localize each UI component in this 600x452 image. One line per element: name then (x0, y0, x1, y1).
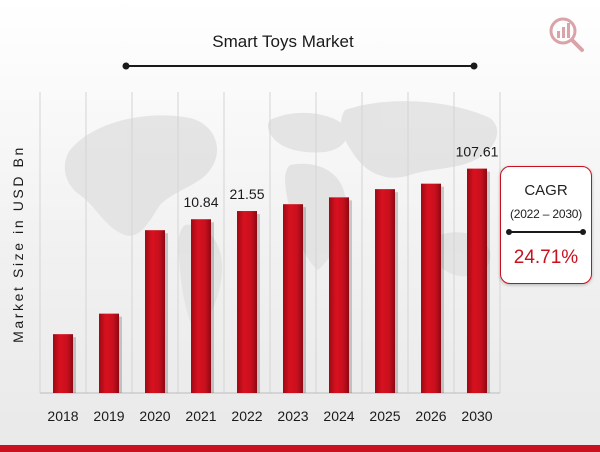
x-tick-label: 2020 (139, 408, 170, 424)
chart-title: Smart Toys Market (212, 32, 354, 51)
bar-2023 (283, 204, 303, 393)
data-label: 107.61 (456, 144, 499, 160)
chart-bars (53, 168, 490, 393)
x-tick-label: 2021 (185, 408, 216, 424)
world-map-watermark (64, 101, 498, 335)
footer-accent-bar (0, 445, 600, 452)
cagr-divider (506, 229, 586, 235)
bar-2025 (375, 189, 395, 393)
bar-2021 (191, 219, 211, 393)
cagr-value: 24.71% (513, 247, 579, 268)
cagr-title: CAGR (524, 182, 568, 199)
y-axis-label: Market Size in USD Bn (10, 145, 26, 343)
x-tick-label: 2018 (47, 408, 78, 424)
title-group: Smart Toys Market (122, 32, 478, 70)
x-tick-labels: 2018 2019 2020 2021 2022 2023 2024 2025 2026 2030 (47, 408, 492, 424)
bar-2024 (329, 197, 349, 393)
chart-grid (39, 92, 501, 394)
title-underline-right-dot (470, 62, 478, 70)
market-research-logo-icon (549, 17, 584, 52)
x-tick-label: 2023 (277, 408, 308, 424)
cagr-callout: CAGR (2022 – 2030) 24.71% (500, 166, 592, 284)
data-label: 21.55 (229, 186, 264, 202)
bar-2022 (237, 211, 257, 393)
x-tick-label: 2026 (415, 408, 446, 424)
bar-2019 (99, 313, 119, 393)
data-labels: 10.84 21.55 107.61 (183, 144, 498, 211)
data-label: 10.84 (183, 194, 218, 210)
bar-2030 (467, 168, 487, 393)
x-tick-label: 2022 (231, 408, 262, 424)
bar-2026 (421, 183, 441, 393)
x-tick-label: 2030 (461, 408, 492, 424)
title-underline-left-dot (122, 62, 130, 70)
bar-2018 (53, 334, 73, 393)
x-tick-label: 2019 (93, 408, 124, 424)
bar-2020 (145, 230, 165, 393)
x-tick-label: 2025 (369, 408, 400, 424)
cagr-range: (2022 – 2030) (509, 207, 583, 221)
x-tick-label: 2024 (323, 408, 354, 424)
